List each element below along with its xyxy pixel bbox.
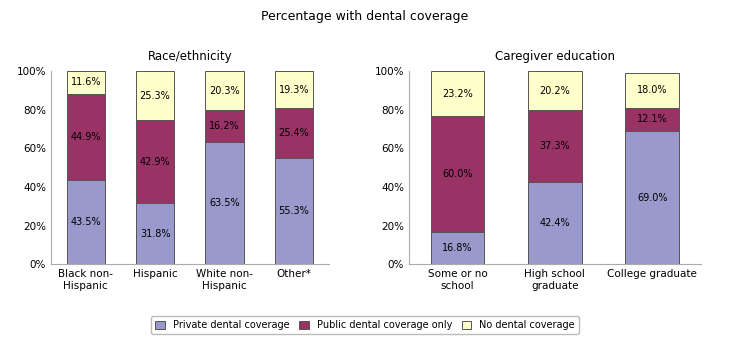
Text: 20.2%: 20.2% xyxy=(539,86,570,96)
Bar xyxy=(431,116,484,232)
Text: 25.3%: 25.3% xyxy=(139,91,171,101)
Title: Caregiver education: Caregiver education xyxy=(495,50,615,63)
Text: 55.3%: 55.3% xyxy=(278,206,310,216)
Bar xyxy=(626,73,679,108)
Bar xyxy=(274,71,313,108)
Bar xyxy=(205,111,244,142)
Bar xyxy=(136,203,174,264)
Bar xyxy=(431,71,484,116)
Bar xyxy=(528,111,582,182)
Bar xyxy=(626,131,679,264)
Bar xyxy=(66,71,105,94)
Bar xyxy=(274,108,313,158)
Text: 60.0%: 60.0% xyxy=(442,169,473,179)
Text: 12.1%: 12.1% xyxy=(637,114,667,124)
Text: Percentage with dental coverage: Percentage with dental coverage xyxy=(261,10,469,23)
Bar xyxy=(66,180,105,264)
Text: 25.4%: 25.4% xyxy=(278,128,310,138)
Bar xyxy=(66,94,105,180)
Text: 63.5%: 63.5% xyxy=(210,198,239,208)
Text: 31.8%: 31.8% xyxy=(140,229,170,239)
Bar xyxy=(528,182,582,264)
Text: 18.0%: 18.0% xyxy=(637,85,667,95)
Text: 16.2%: 16.2% xyxy=(210,121,239,131)
Text: 43.5%: 43.5% xyxy=(71,217,101,227)
Bar xyxy=(205,142,244,264)
Text: 44.9%: 44.9% xyxy=(71,132,101,142)
Text: 42.9%: 42.9% xyxy=(140,157,170,166)
Bar xyxy=(274,158,313,264)
Bar xyxy=(626,108,679,131)
Bar xyxy=(528,72,582,111)
Text: 19.3%: 19.3% xyxy=(279,85,309,95)
Bar xyxy=(205,71,244,111)
Bar xyxy=(431,232,484,264)
Text: 37.3%: 37.3% xyxy=(539,141,570,152)
Text: 11.6%: 11.6% xyxy=(71,77,101,87)
Legend: Private dental coverage, Public dental coverage only, No dental coverage: Private dental coverage, Public dental c… xyxy=(151,316,579,334)
Text: 23.2%: 23.2% xyxy=(442,88,473,99)
Text: 20.3%: 20.3% xyxy=(210,86,239,96)
Text: 16.8%: 16.8% xyxy=(442,243,473,253)
Bar xyxy=(136,71,174,120)
Text: 42.4%: 42.4% xyxy=(539,218,570,228)
Text: 69.0%: 69.0% xyxy=(637,193,667,203)
Title: Race/ethnicity: Race/ethnicity xyxy=(147,50,232,63)
Bar xyxy=(136,120,174,203)
